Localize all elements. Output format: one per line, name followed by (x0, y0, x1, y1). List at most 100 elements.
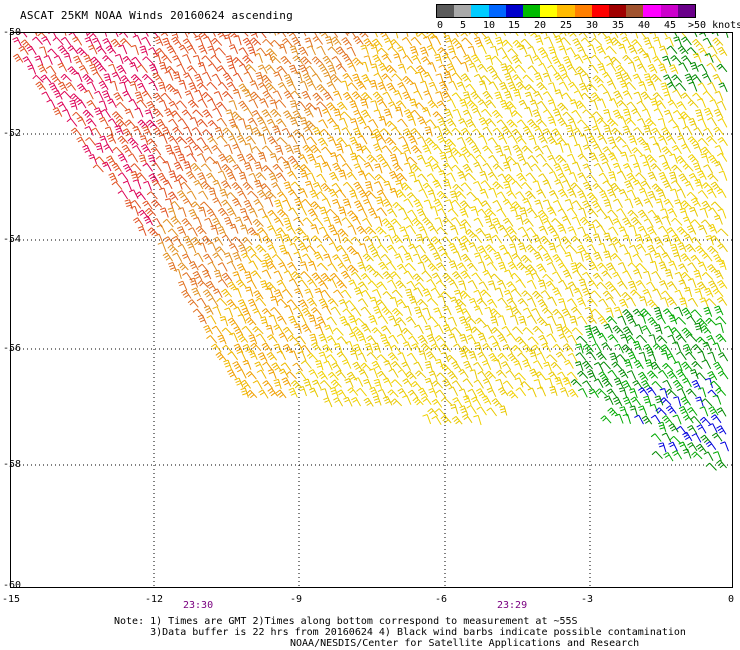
wind-barb (631, 108, 642, 118)
wind-barb (148, 173, 159, 183)
wind-barb (497, 279, 507, 290)
wind-barb (459, 200, 471, 209)
wind-barb (446, 118, 457, 128)
wind-barb (201, 269, 212, 280)
wind-barb (532, 290, 544, 299)
wind-barb (497, 386, 509, 396)
wind-barb (415, 244, 426, 254)
wind-barb (658, 442, 667, 453)
wind-barb (622, 309, 634, 318)
wind-barb (328, 188, 339, 198)
wind-barb (619, 244, 629, 254)
wind-barb (607, 188, 617, 199)
wind-barb (687, 154, 699, 163)
wind-barb (431, 415, 442, 426)
wind-barb (287, 261, 298, 271)
wind-barb (366, 154, 378, 163)
wind-barb (352, 73, 362, 84)
wind-barb (468, 33, 478, 38)
wind-barb (380, 254, 392, 263)
wind-barb (122, 128, 133, 138)
wind-barb (512, 162, 523, 173)
wind-barb (462, 378, 474, 388)
map-title: ASCAT 25KM NOAA Winds 20160624 ascending (20, 9, 293, 22)
wind-barb (365, 226, 377, 235)
wind-barb (111, 111, 124, 120)
wind-barb (635, 172, 647, 181)
wind-barb (289, 116, 299, 127)
wind-barb (605, 307, 614, 318)
wind-barb (462, 91, 472, 102)
wind-barb (575, 343, 584, 354)
wind-barb (715, 387, 727, 396)
wind-barb (702, 182, 714, 191)
wind-barb (609, 352, 619, 363)
wind-barb (57, 45, 69, 54)
wind-barb (473, 305, 483, 316)
wind-barb (612, 325, 624, 334)
wind-barb (158, 61, 168, 72)
wind-barb (711, 33, 719, 37)
wind-barb (506, 297, 518, 307)
wind-barb (280, 55, 292, 65)
wind-barb (287, 334, 299, 343)
wind-barb (544, 323, 554, 334)
wind-barb (588, 223, 597, 234)
wind-barb (626, 189, 637, 200)
wind-barb (619, 33, 628, 37)
wind-barb (184, 145, 194, 156)
wind-barb (460, 308, 472, 318)
wind-barb (475, 317, 487, 326)
wind-barb (546, 261, 557, 272)
wind-barb (532, 55, 543, 65)
wind-barb (424, 161, 434, 172)
wind-barb (426, 278, 437, 288)
wind-barb (255, 33, 267, 39)
wind-barb (386, 208, 398, 218)
wind-barb (407, 115, 417, 126)
wind-barb (409, 98, 418, 109)
wind-barb (466, 404, 477, 415)
wind-barb (445, 354, 458, 363)
wind-barb (694, 288, 703, 299)
wind-barb (452, 397, 463, 407)
wind-barb (633, 269, 643, 279)
wind-barb (225, 154, 237, 164)
wind-barb (302, 72, 313, 83)
wind-barb (536, 316, 548, 326)
wind-barb (346, 371, 358, 381)
wind-barb (329, 386, 339, 397)
wind-barb (444, 145, 453, 156)
wind-barb (137, 64, 148, 74)
wind-barb (188, 208, 199, 219)
wind-barb (390, 361, 402, 370)
wind-barb (129, 61, 139, 72)
wind-barb (482, 269, 493, 280)
wind-barb (312, 35, 324, 45)
wind-barb (370, 133, 379, 144)
wind-barb (442, 127, 453, 136)
wind-barb (714, 145, 724, 155)
wind-barb (566, 207, 578, 217)
wind-barb (647, 351, 657, 362)
wind-barb (186, 153, 197, 162)
wind-barb (410, 128, 422, 137)
wind-barb (554, 376, 564, 387)
wind-barb (278, 261, 288, 272)
wind-barb (363, 161, 374, 172)
wind-barb (501, 39, 513, 48)
wind-barb (509, 33, 519, 37)
wind-barb (526, 207, 538, 217)
wind-barb (465, 316, 477, 325)
wind-barb (596, 33, 607, 38)
wind-barb (504, 173, 516, 183)
wind-barb (417, 136, 427, 146)
wind-barb (167, 207, 177, 218)
wind-barb (540, 290, 552, 299)
wind-barb (377, 315, 389, 325)
wind-barb (302, 217, 314, 226)
wind-barb (497, 47, 508, 57)
wind-barb (643, 124, 652, 136)
wind-barb (473, 180, 483, 191)
wind-barb (545, 280, 557, 290)
